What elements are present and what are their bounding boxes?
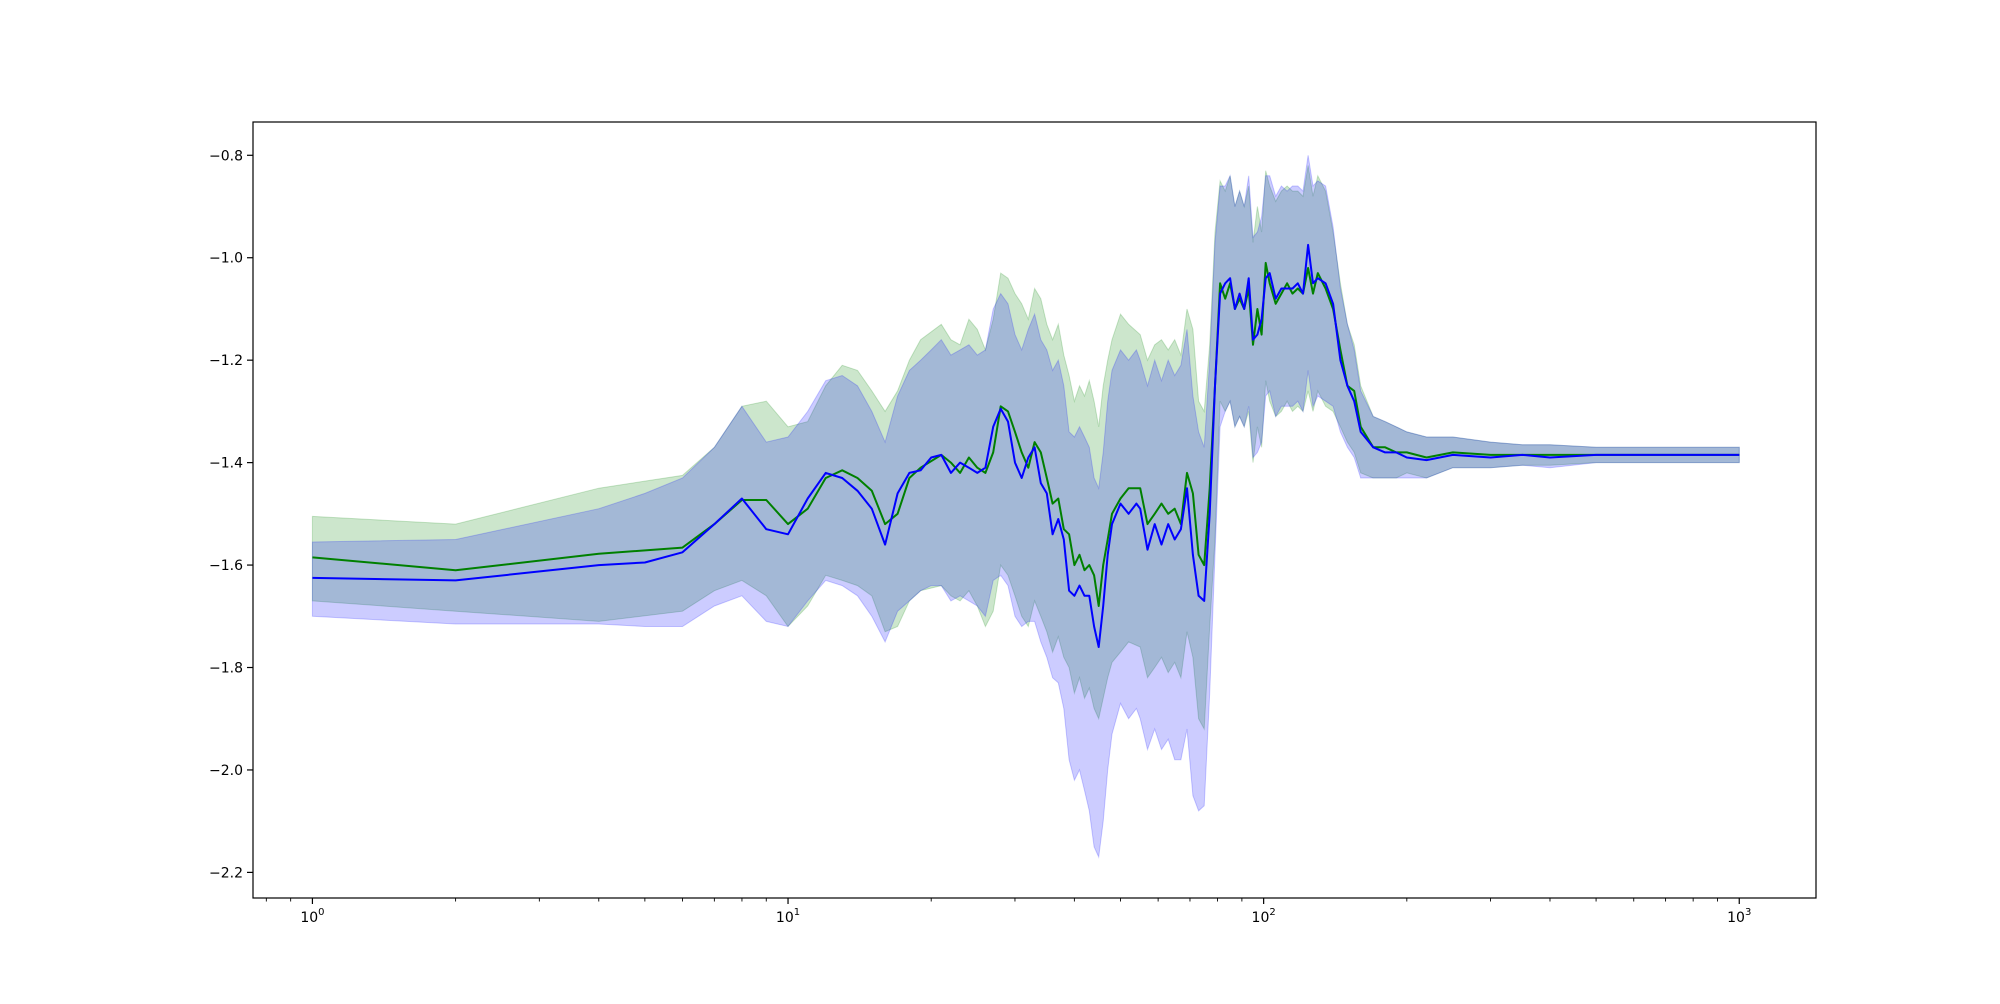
- y-tick-label: −1.0: [209, 251, 243, 267]
- series-2-band: [311, 155, 1740, 859]
- plot-area-frame: [252, 121, 1817, 899]
- y-tick-label: −1.8: [209, 661, 243, 677]
- y-tick-label: −1.4: [209, 456, 243, 472]
- y-tick-label: −2.2: [209, 865, 243, 881]
- series-2-line: [312, 243, 1740, 648]
- series-lines: [312, 243, 1740, 648]
- series-1-band: [311, 165, 1740, 731]
- confidence-bands: [311, 155, 1740, 859]
- y-tick-label: −1.2: [209, 353, 243, 369]
- y-tick-label: −0.8: [209, 148, 243, 164]
- y-axis: −0.8 −1.0 −1.2 −1.4 −1.6 −1.8 −2.0 −2.2: [209, 148, 253, 881]
- y-tick-label: −1.6: [209, 558, 243, 574]
- y-tick-label: −2.0: [209, 763, 243, 779]
